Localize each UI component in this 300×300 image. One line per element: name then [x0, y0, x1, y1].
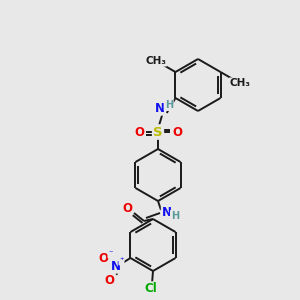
Text: N: N	[162, 206, 172, 220]
Text: O: O	[172, 125, 182, 139]
Text: ⁻: ⁻	[108, 248, 113, 257]
Text: H: H	[165, 100, 173, 110]
Text: O: O	[98, 253, 109, 266]
Text: H: H	[171, 211, 179, 221]
Text: O: O	[104, 274, 115, 286]
Text: O: O	[134, 125, 144, 139]
Text: N: N	[155, 101, 165, 115]
Text: ⁺: ⁺	[119, 256, 124, 265]
Text: N: N	[110, 260, 121, 272]
Text: CH₃: CH₃	[230, 79, 251, 88]
Text: CH₃: CH₃	[145, 56, 166, 65]
Text: S: S	[153, 125, 163, 139]
Text: O: O	[122, 202, 132, 214]
Text: Cl: Cl	[145, 283, 158, 296]
